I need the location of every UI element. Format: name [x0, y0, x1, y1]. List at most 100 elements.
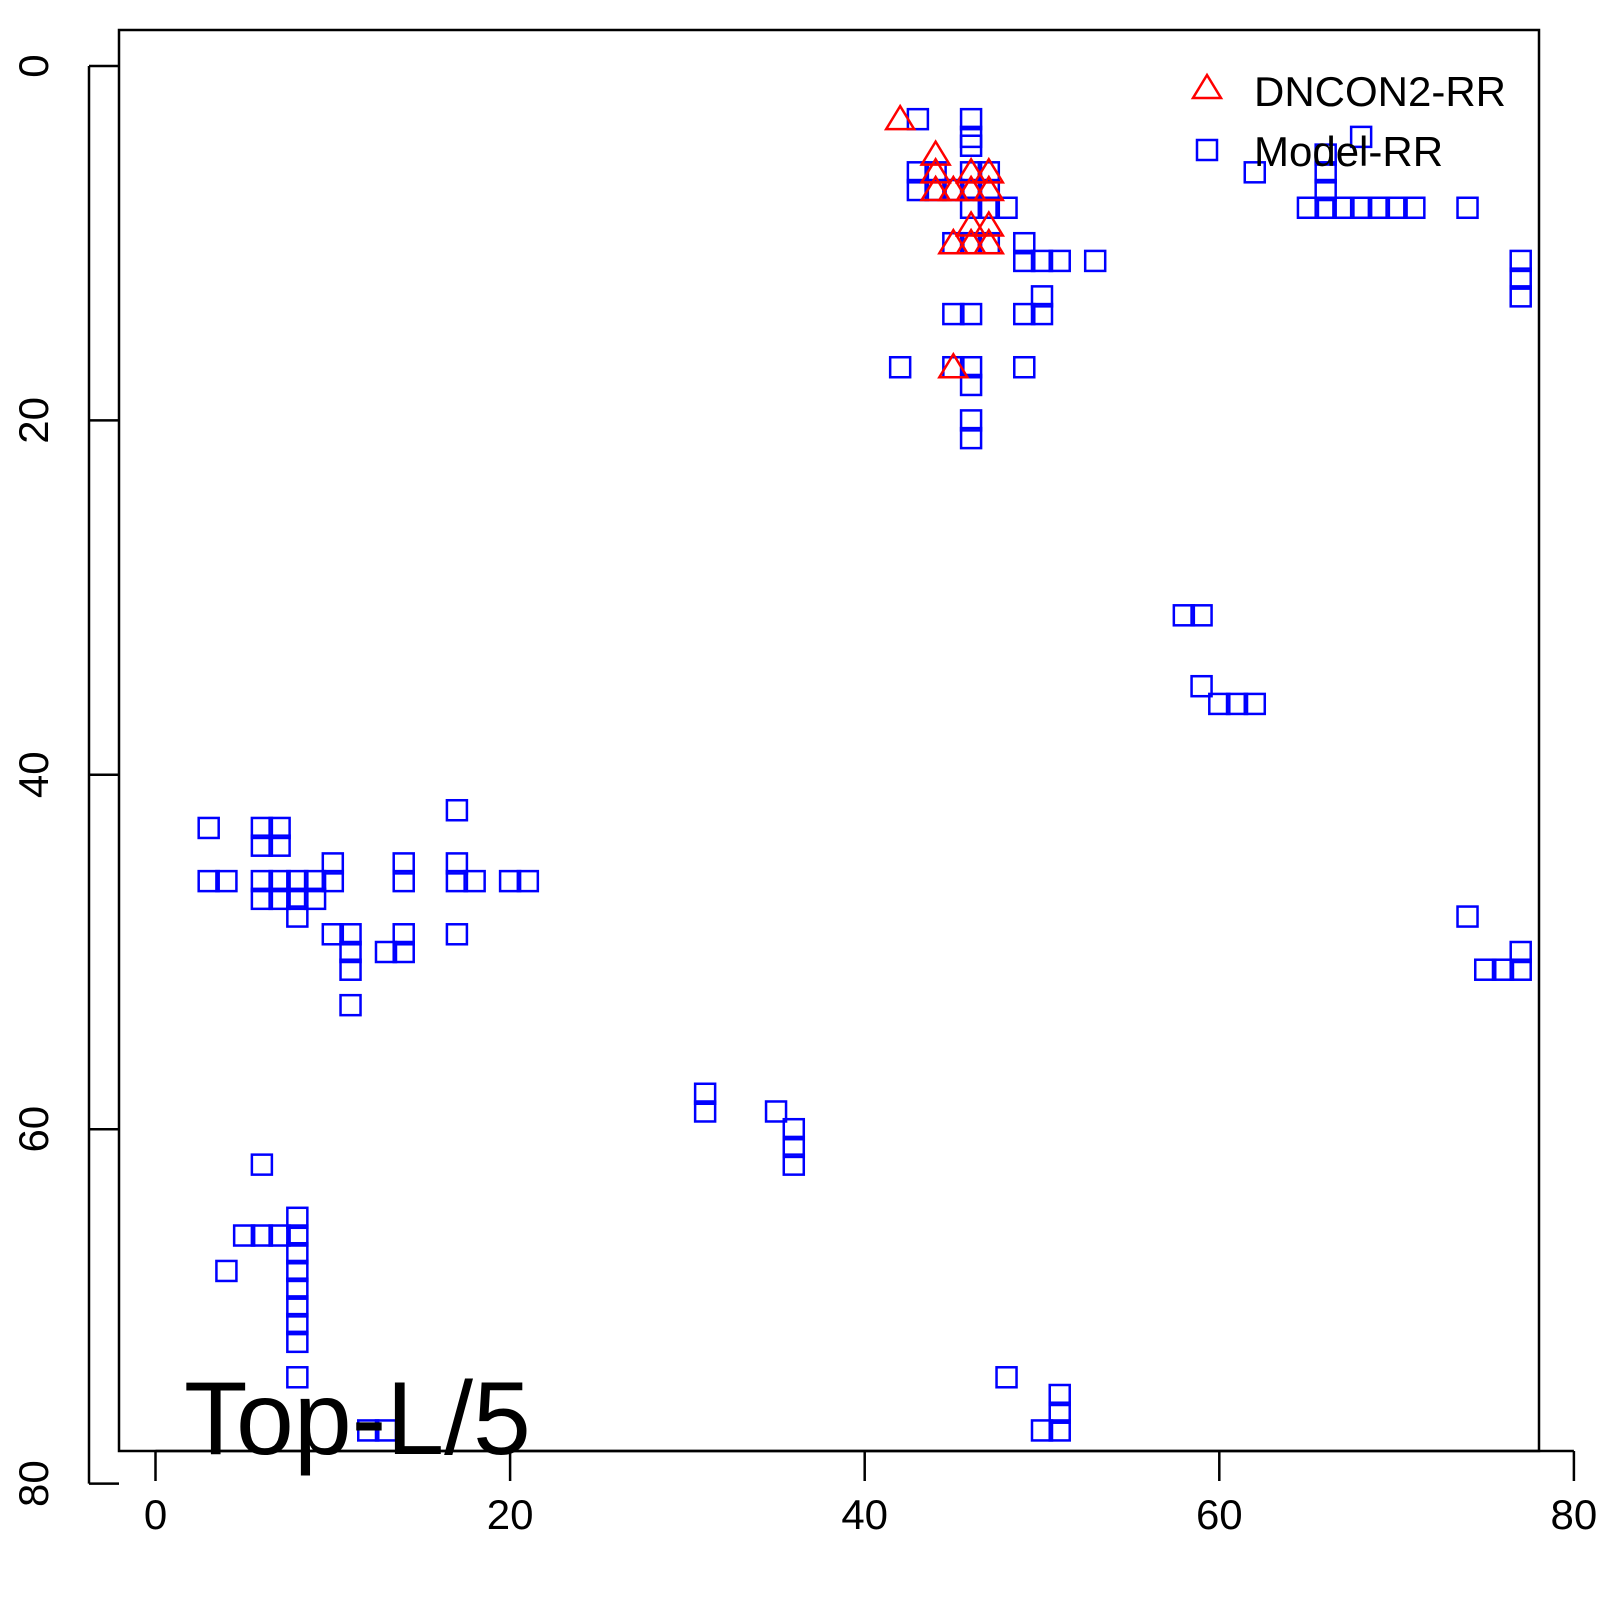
model-rr-point: [232, 1224, 256, 1247]
model-rr-point: [498, 869, 522, 893]
x-axis: 0 20 40 60 80: [144, 1449, 1598, 1538]
dncon2-rr-point: [919, 139, 952, 166]
legend-triangle-icon: [1190, 72, 1224, 100]
y-axis: 0 20 40 60 80: [10, 54, 119, 1507]
dncon2-rr-point: [937, 227, 970, 255]
dncon2-rr-point: [972, 156, 1006, 184]
model-rr-point: [1385, 196, 1408, 220]
model-rr-point: [1456, 905, 1479, 928]
chart-annotation: Top-L/5: [184, 1361, 531, 1477]
model-rr-point: [959, 373, 983, 397]
model-rr-point: [250, 816, 274, 840]
model-rr-point: [1013, 355, 1036, 379]
model-rr-point: [959, 302, 983, 326]
model-rr-point: [1208, 692, 1231, 716]
model-rr-point: [250, 869, 274, 893]
x-tick-label: 40: [841, 1491, 888, 1538]
model-rr-point: [215, 869, 238, 893]
model-rr-point: [995, 1366, 1018, 1389]
model-rr-point: [782, 1117, 806, 1141]
model-rr-point: [1083, 249, 1107, 273]
model-rr-point: [1013, 249, 1036, 273]
model-rr-point: [445, 869, 469, 893]
model-rr-point: [445, 923, 469, 946]
model-rr-point: [977, 196, 1001, 220]
model-rr-point: [1030, 285, 1054, 308]
dncon2-rr-point: [954, 174, 988, 202]
model-rr-point: [268, 834, 291, 857]
model-rr-point: [1030, 302, 1054, 326]
model-rr-point: [374, 1419, 398, 1442]
model-rr-point: [321, 923, 345, 946]
x-tick-label: 80: [1551, 1491, 1598, 1538]
model-rr-point: [942, 302, 965, 326]
model-rr-point: [215, 1259, 238, 1283]
y-tick-label: 20: [10, 397, 57, 444]
model-rr-point: [1172, 604, 1196, 627]
dncon2-rr-point: [972, 174, 1006, 202]
x-tick-label: 60: [1196, 1491, 1243, 1538]
model-rr-point: [959, 426, 983, 450]
x-tick-label: 0: [144, 1491, 167, 1538]
model-rr-point: [197, 869, 220, 893]
model-rr-point: [693, 1082, 717, 1106]
model-rr-point: [959, 196, 983, 220]
model-rr-point: [1349, 196, 1373, 220]
model-rr-point: [339, 923, 362, 946]
model-rr-point: [286, 1330, 309, 1354]
model-rr-point: [286, 1259, 309, 1283]
model-rr-point: [1509, 940, 1532, 964]
dncon2-rr-point: [919, 156, 952, 184]
plot-frame: [117, 28, 1541, 1453]
dncon2-rr-point: [937, 351, 970, 379]
model-rr-point: [1013, 231, 1036, 255]
legend-markers: [1190, 72, 1224, 162]
model-rr-point: [782, 1135, 806, 1159]
model-rr-point: [959, 409, 983, 432]
model-rr-point: [197, 816, 220, 840]
model-rr-point: [1048, 249, 1071, 273]
model-rr-point: [392, 852, 415, 875]
model-rr-point: [445, 798, 469, 822]
model-rr-point: [286, 1206, 309, 1230]
model-rr-point: [1509, 285, 1532, 308]
legend-label-dncon2: DNCON2-RR: [1254, 68, 1506, 115]
model-rr-point: [339, 940, 362, 964]
model-rr-point: [1243, 692, 1267, 716]
dncon2-rr-point: [972, 210, 1006, 237]
model-rr-point: [1048, 1419, 1071, 1442]
model-rr-point: [1013, 302, 1036, 326]
legend-square-icon: [1195, 138, 1219, 162]
model-rr-point: [1403, 196, 1426, 220]
model-rr-point: [321, 869, 345, 893]
model-rr-point: [268, 887, 291, 911]
model-rr-point: [286, 869, 309, 893]
model-rr-point: [445, 852, 469, 875]
model-rr-point: [995, 196, 1018, 220]
legend: DNCON2-RR Model-RR: [1190, 68, 1506, 175]
model-rr-point: [1509, 267, 1532, 290]
model-rr-point: [321, 852, 345, 875]
dncon2-rr-point: [919, 174, 952, 202]
model-rr-point: [286, 905, 309, 928]
y-tick-label: 60: [10, 1106, 57, 1153]
y-tick-label: 0: [10, 54, 57, 77]
model-rr-point: [1225, 692, 1249, 716]
data-points: [197, 103, 1532, 1442]
model-rr-point: [250, 1224, 274, 1247]
model-rr-point: [1456, 196, 1479, 220]
model-rr-point: [1491, 958, 1515, 981]
model-rr-point: [1367, 196, 1391, 220]
model-rr-point: [250, 834, 274, 857]
model-rr-point: [516, 869, 540, 893]
dncon2-rr-point: [954, 156, 988, 184]
model-rr-point: [339, 958, 362, 981]
model-rr-point: [303, 869, 327, 893]
model-rr-point: [693, 1100, 717, 1123]
model-rr-point: [1314, 143, 1337, 166]
model-rr-point: [303, 887, 327, 911]
model-rr-point: [1509, 249, 1532, 273]
model-rr-point: [1048, 1383, 1071, 1407]
legend-label-model: Model-RR: [1254, 128, 1443, 175]
